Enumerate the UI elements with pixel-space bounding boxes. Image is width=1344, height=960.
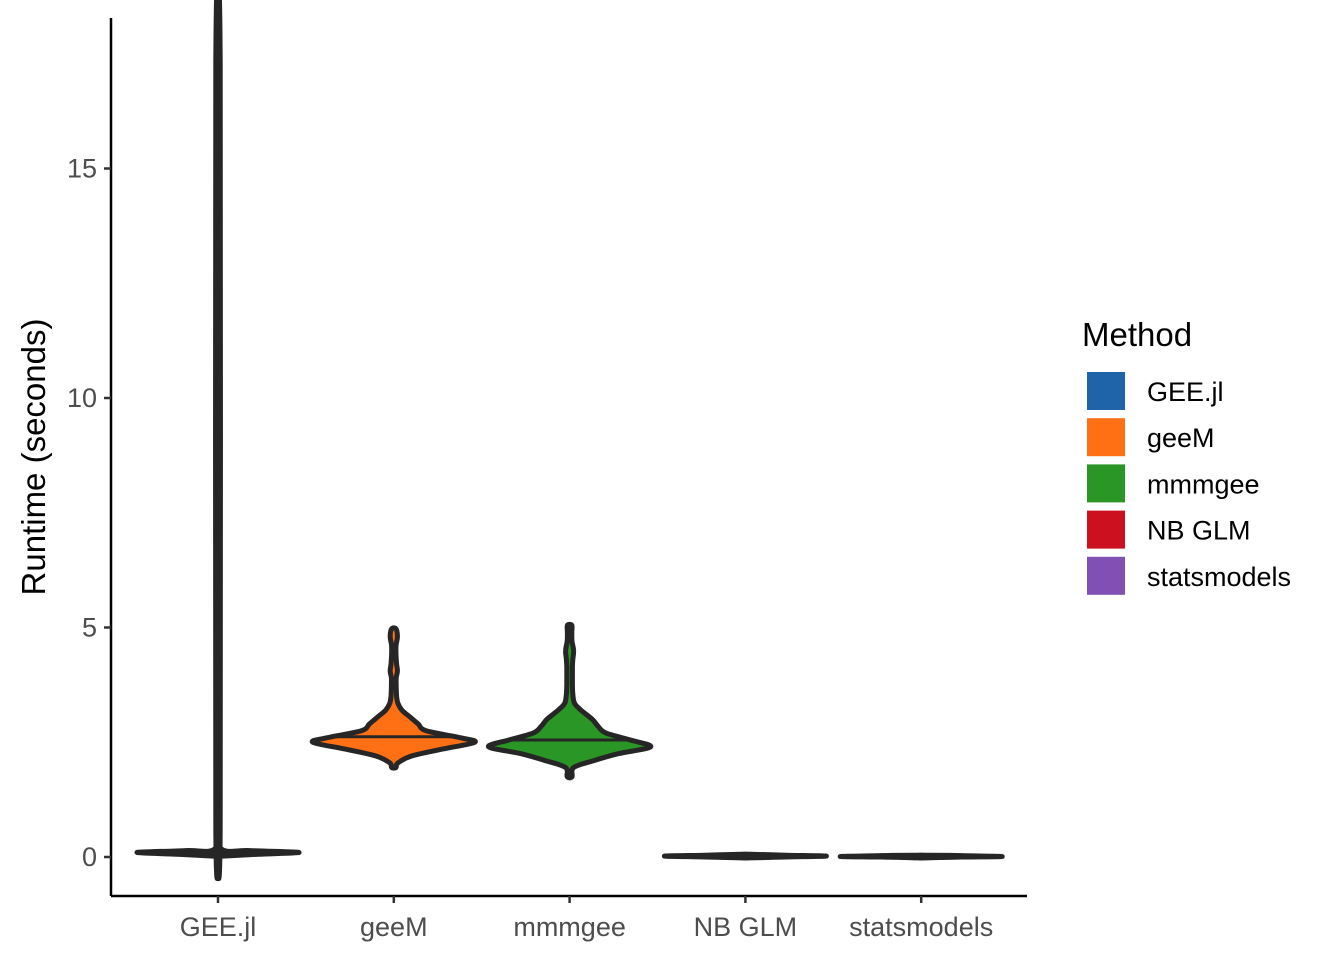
legend-swatch bbox=[1087, 556, 1125, 595]
legend-title: Method bbox=[1082, 316, 1192, 353]
legend: Method GEE.jl geeM mmmgee NB GLM statsmodels bbox=[1082, 316, 1291, 595]
x-tick-label: geeM bbox=[360, 912, 428, 942]
x-tick-label: statsmodels bbox=[849, 912, 993, 942]
y-tick-label: 0 bbox=[82, 842, 97, 872]
legend-swatch bbox=[1087, 464, 1125, 503]
x-tick-label: mmmgee bbox=[513, 912, 626, 942]
legend-swatch bbox=[1087, 510, 1125, 549]
y-axis-title: Runtime (seconds) bbox=[15, 319, 52, 596]
legend-label: NB GLM bbox=[1147, 516, 1251, 546]
violin-geem bbox=[309, 625, 478, 771]
violin-mmmgee bbox=[486, 621, 654, 781]
legend-label: mmmgee bbox=[1147, 469, 1260, 499]
legend-swatch bbox=[1087, 418, 1125, 457]
legend-label: statsmodels bbox=[1147, 562, 1291, 592]
y-tick-label: 5 bbox=[82, 613, 97, 643]
legend-items: GEE.jl geeM mmmgee NB GLM statsmodels bbox=[1087, 372, 1291, 595]
legend-label: geeM bbox=[1147, 423, 1215, 453]
x-tick-label: GEE.jl bbox=[180, 912, 257, 942]
x-ticks: GEE.jl geeM mmmgee NB GLM statsmodels bbox=[180, 896, 993, 942]
legend-swatch bbox=[1087, 372, 1125, 410]
x-tick-label: NB GLM bbox=[694, 912, 798, 942]
y-ticks: 0 5 10 15 bbox=[67, 154, 111, 872]
y-tick-label: 15 bbox=[67, 154, 97, 184]
violin-layer bbox=[134, 0, 1005, 881]
violin-gee-jl bbox=[134, 0, 302, 881]
y-tick-label: 10 bbox=[67, 383, 97, 413]
legend-label: GEE.jl bbox=[1147, 377, 1224, 407]
